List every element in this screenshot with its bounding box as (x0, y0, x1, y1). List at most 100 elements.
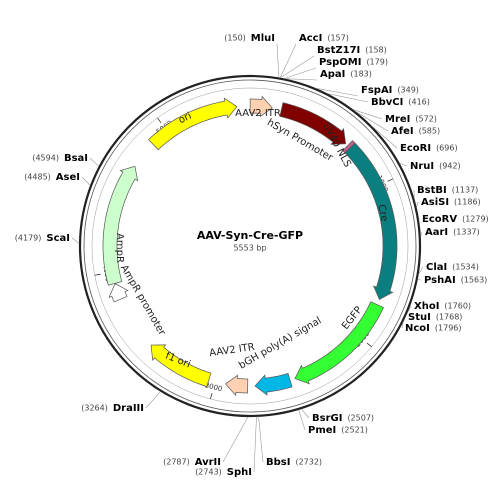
site-name: AseI (56, 172, 80, 183)
feature-label: Cre (375, 204, 389, 223)
feature-label: AAV2 ITR (235, 108, 281, 119)
site-name: DraIII (113, 403, 144, 414)
site-name: BsrGI (312, 413, 342, 424)
site-name: ClaI (426, 262, 447, 273)
site-position: (158) (365, 46, 387, 55)
ruler-tick (94, 273, 101, 276)
site-leader (418, 266, 424, 275)
site-leader (71, 237, 80, 244)
site-position: (349) (397, 86, 419, 95)
backbone-inner (83, 79, 417, 413)
site-position: (1796) (435, 324, 462, 333)
site-name: EcoRI (400, 143, 431, 154)
site-position: (1760) (444, 302, 471, 311)
site-name: BstZ17I (317, 45, 360, 56)
feature-label: AmpR promoter (118, 263, 168, 338)
site-name: EcoRV (422, 214, 457, 225)
site-name: NcoI (405, 323, 430, 334)
site-leader (399, 162, 408, 167)
site-position: (2521) (341, 426, 368, 435)
site-position: (2787) (163, 458, 190, 467)
site-name: BbvCI (371, 97, 403, 108)
site-position: (1563) (461, 276, 488, 285)
site-leader (418, 218, 420, 225)
site-leader (279, 43, 297, 78)
site-name: BstBI (417, 185, 447, 196)
feature-arrow (279, 102, 347, 145)
site-position: (2507) (347, 414, 374, 423)
ruler-tick (157, 117, 162, 124)
site-leader (405, 305, 412, 316)
site-leader (284, 67, 317, 79)
site-position: (150) (224, 34, 246, 43)
site-position: (1279) (462, 215, 489, 224)
site-leader (301, 408, 310, 419)
site-leader (315, 87, 359, 97)
site-leader (370, 125, 398, 149)
site-leader (416, 201, 419, 208)
site-leader (353, 109, 383, 120)
site-name: AccI (299, 33, 322, 44)
site-position: (416) (408, 98, 430, 107)
site-leader (280, 55, 315, 78)
site-position: (585) (419, 127, 441, 136)
site-name: FspAI (361, 85, 392, 96)
site-position: (1768) (436, 313, 463, 322)
site-leader (81, 176, 91, 186)
site-position: (179) (366, 58, 388, 67)
site-leader (253, 416, 257, 473)
site-name: AvrII (195, 457, 221, 468)
site-position: (1534) (452, 263, 479, 272)
feature-arrow (249, 95, 273, 118)
site-position: (3264) (81, 404, 108, 413)
feature-arrow (150, 344, 212, 387)
site-leader (222, 416, 249, 463)
feature-arrow (344, 142, 398, 301)
site-position: (696) (436, 144, 458, 153)
site-name: NruI (410, 161, 434, 172)
ruler-tick (210, 393, 213, 400)
site-name: PspOMI (319, 57, 361, 68)
site-name: XhoI (414, 301, 439, 312)
site-position: (183) (350, 70, 372, 79)
site-position: (4485) (24, 173, 51, 182)
feature-arrow (294, 301, 384, 385)
site-leader (258, 416, 264, 463)
site-leader (145, 391, 161, 409)
site-position: (2732) (295, 458, 322, 467)
site-name: ApaI (320, 69, 345, 80)
site-name: SphI (227, 467, 252, 478)
feature-label: ori (177, 111, 193, 126)
site-position: (1186) (454, 198, 481, 207)
site-position: (572) (415, 115, 437, 124)
map-length: 5553 bp (233, 244, 266, 253)
site-name: PmeI (308, 425, 336, 436)
site-name: PshAI (424, 275, 456, 286)
site-position: (4179) (15, 234, 42, 243)
site-position: (942) (439, 162, 461, 171)
feature-label: AmpR (114, 233, 125, 263)
site-leader (354, 110, 389, 132)
feature-arrow (225, 374, 249, 397)
backbone-outer (78, 74, 422, 418)
feature-arrow (108, 283, 129, 303)
site-leader (327, 93, 369, 103)
site-name: BsaI (64, 153, 88, 164)
site-leader (89, 157, 99, 167)
ruler-tick (387, 178, 394, 182)
site-leader (401, 322, 404, 329)
site-name: MluI (251, 33, 275, 44)
site-name: BbsI (266, 457, 290, 468)
feature-arrow (254, 373, 293, 396)
site-name: AfeI (391, 126, 414, 137)
site-name: ScaI (46, 233, 70, 244)
site-name: MreI (385, 114, 410, 125)
site-position: (157) (327, 34, 349, 43)
feature-arrow (102, 165, 139, 286)
site-leader (298, 409, 306, 431)
site-position: (4594) (32, 154, 59, 163)
ruler-ring (91, 87, 409, 405)
site-name: AsiSI (421, 197, 449, 208)
